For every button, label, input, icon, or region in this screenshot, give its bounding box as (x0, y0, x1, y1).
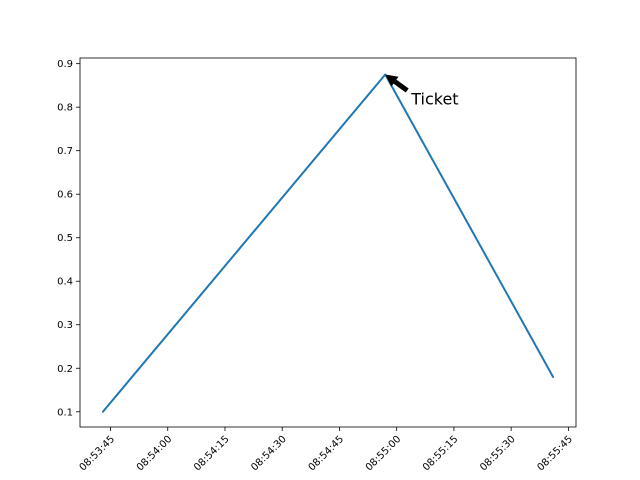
y-tick-label: 0.4 (57, 277, 73, 288)
annotation-arrow-shaft (393, 79, 409, 93)
y-tick-label: 0.6 (57, 190, 73, 201)
y-tick-label: 0.9 (57, 59, 73, 70)
series-line-0 (101, 73, 555, 413)
annotations: Ticket (385, 74, 459, 109)
y-tick-label: 0.5 (57, 233, 73, 244)
y-tick-label: 0.3 (57, 320, 73, 331)
annotation-label: Ticket (410, 90, 458, 109)
plot-frame (79, 57, 577, 428)
y-tick-label: 0.2 (57, 364, 73, 375)
y-tick-label: 0.1 (57, 407, 73, 418)
y-tick-label: 0.7 (57, 146, 73, 157)
annotation-arrow-head (385, 74, 399, 87)
y-tick-label: 0.8 (57, 103, 73, 114)
y-axis: 0.1 0.2 0.3 0.4 0.5 0.6 0.7 0.8 0.9 (57, 59, 80, 418)
